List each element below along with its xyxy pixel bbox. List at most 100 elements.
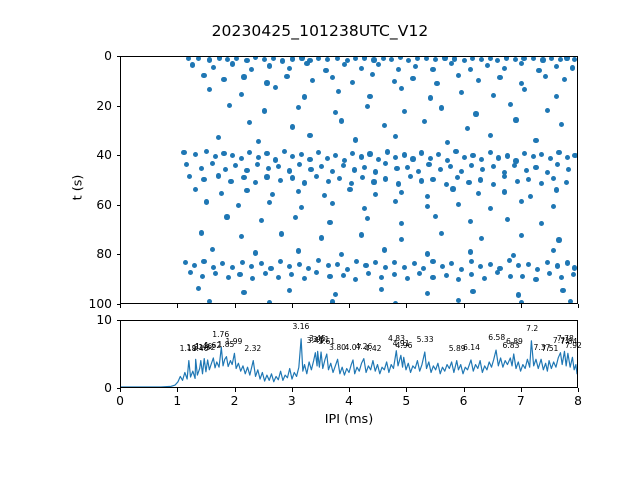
scatter-point xyxy=(536,67,542,73)
scatter-point xyxy=(226,275,232,281)
scatter-point xyxy=(201,73,207,79)
scatter-point xyxy=(338,252,344,258)
scatter-point xyxy=(481,275,488,281)
scatter-point xyxy=(353,137,359,143)
scatter-point xyxy=(371,57,377,63)
scatter-point xyxy=(417,270,423,276)
scatter-point xyxy=(338,118,344,124)
scatter-point xyxy=(388,57,394,62)
peak-annotation-label: 1.40 xyxy=(191,344,209,353)
scatter-point xyxy=(195,57,201,61)
scatter-point xyxy=(496,155,502,161)
scatter-point xyxy=(244,187,250,194)
scatter-point xyxy=(514,179,520,185)
scatter-point xyxy=(333,110,339,116)
scatter-point xyxy=(295,188,302,194)
scatter-point xyxy=(347,186,353,193)
scatter-point xyxy=(559,274,565,281)
scatter-point xyxy=(201,177,207,183)
scatter-point xyxy=(554,263,560,269)
scatter-point xyxy=(477,177,484,183)
scatter-point xyxy=(344,58,350,64)
scatter-point xyxy=(295,104,302,110)
scatter-y-tick xyxy=(116,105,120,107)
scatter-point xyxy=(215,173,221,179)
scatter-x-tick xyxy=(578,304,580,308)
histogram-x-tick xyxy=(463,388,465,392)
histogram-x-tick xyxy=(234,388,236,392)
scatter-point xyxy=(221,150,227,156)
scatter-point xyxy=(554,161,560,167)
scatter-point xyxy=(344,266,350,272)
scatter-point xyxy=(450,186,456,192)
peak-annotation-label: 6.58 xyxy=(488,333,506,343)
peak-annotation-label: 3.16 xyxy=(292,321,310,331)
scatter-point xyxy=(424,193,430,199)
scatter-point xyxy=(470,289,476,295)
scatter-y-tick-label: 80 xyxy=(96,247,112,262)
scatter-point xyxy=(569,65,575,71)
scatter-point xyxy=(527,194,533,200)
scatter-point xyxy=(210,246,216,252)
scatter-point xyxy=(207,298,213,303)
scatter-point xyxy=(307,133,313,139)
scatter-point xyxy=(228,178,234,184)
scatter-point xyxy=(424,251,430,257)
scatter-point xyxy=(393,133,399,139)
scatter-point xyxy=(398,220,405,226)
scatter-point xyxy=(407,174,413,180)
scatter-point xyxy=(540,57,546,63)
scatter-point xyxy=(440,263,446,269)
scatter-y-tick-label: 100 xyxy=(88,297,112,311)
scatter-point xyxy=(444,157,450,163)
peak-annotation-label: 1.31 xyxy=(186,342,204,352)
histogram-trace xyxy=(121,338,577,387)
histogram-x-tick-label: 4 xyxy=(345,394,353,408)
scatter-point xyxy=(348,180,354,187)
scatter-point xyxy=(427,95,433,101)
scatter-point xyxy=(501,189,508,195)
scatter-point xyxy=(382,176,389,182)
histogram-x-tick-label: 7 xyxy=(516,394,525,408)
peak-annotation-label: 1.85 xyxy=(217,339,235,349)
scatter-point xyxy=(238,156,244,162)
peak-annotation-label: 6.89 xyxy=(505,337,523,347)
scatter-point xyxy=(550,203,556,209)
scatter-point xyxy=(330,168,336,175)
scatter-point xyxy=(334,57,340,61)
scatter-point xyxy=(367,151,373,157)
scatter-point xyxy=(287,288,293,294)
scatter-y-tick xyxy=(116,304,120,306)
scatter-point xyxy=(501,169,508,175)
scatter-point xyxy=(353,276,359,282)
scatter-point xyxy=(198,230,204,236)
scatter-point xyxy=(467,67,473,73)
histogram-y-tick xyxy=(116,388,120,390)
scatter-point xyxy=(571,57,577,63)
scatter-point xyxy=(267,63,273,69)
scatter-point xyxy=(544,169,551,176)
scatter-point xyxy=(467,249,473,255)
scatter-point xyxy=(258,218,264,224)
scatter-point xyxy=(318,163,324,169)
scatter-point xyxy=(426,161,432,167)
scatter-point xyxy=(530,57,536,61)
scatter-point xyxy=(275,164,282,170)
histogram-x-tick-label: 0 xyxy=(116,394,124,408)
scatter-point xyxy=(327,219,333,225)
scatter-point xyxy=(392,259,398,265)
scatter-point xyxy=(327,274,333,280)
scatter-point xyxy=(571,265,577,271)
scatter-point xyxy=(207,57,213,63)
histogram-y-tick xyxy=(116,320,120,322)
scatter-point xyxy=(244,57,250,64)
scatter-x-tick xyxy=(520,304,522,308)
scatter-point xyxy=(523,167,529,173)
scatter-point xyxy=(272,157,279,163)
peak-annotation-label: 5.89 xyxy=(448,344,466,353)
scatter-x-tick xyxy=(234,304,236,308)
scatter-point xyxy=(255,138,261,144)
scatter-point xyxy=(323,67,329,73)
peak-annotation-label: 7.78 xyxy=(556,334,574,344)
scatter-point xyxy=(364,103,370,109)
